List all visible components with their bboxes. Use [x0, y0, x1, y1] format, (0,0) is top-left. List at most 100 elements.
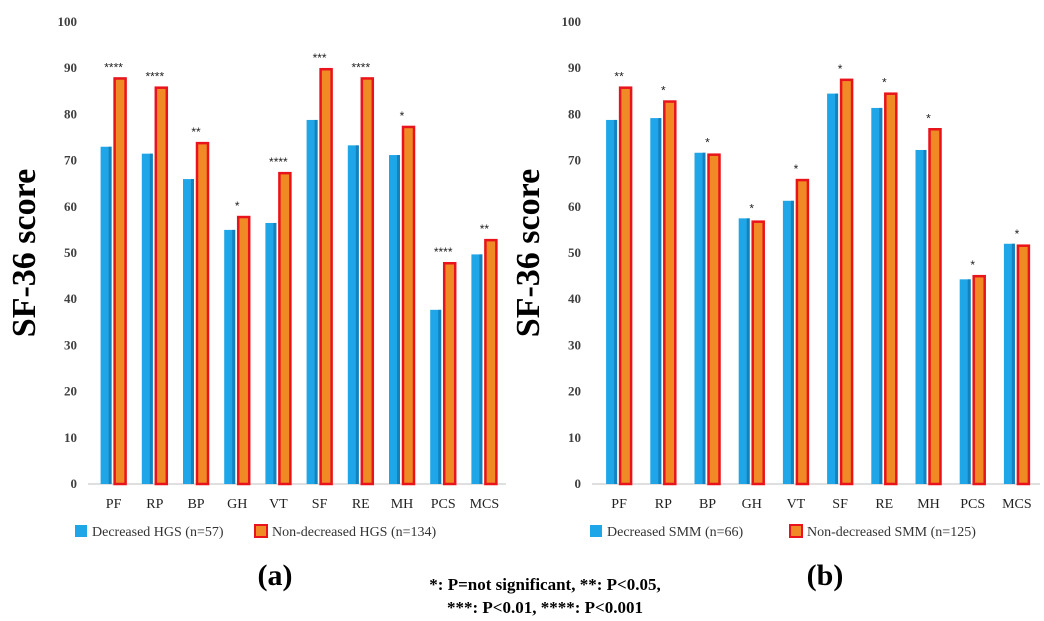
bar-series-1	[183, 179, 194, 484]
significance-label: *	[882, 76, 887, 90]
bar-series-1	[915, 149, 927, 484]
significance-label: *	[926, 111, 931, 125]
bar-series-1-shade	[879, 107, 883, 484]
bar-series-1-shade	[397, 155, 400, 484]
bar-series-1	[959, 279, 971, 484]
bar-series-1	[650, 118, 662, 484]
bar-series-1	[265, 222, 277, 484]
x-tick-label: MH	[391, 497, 414, 512]
bar-series-2	[751, 220, 765, 486]
significance-label: *	[661, 84, 666, 98]
y-tick-label: 100	[58, 14, 78, 29]
panel-label: (b)	[807, 559, 844, 592]
bar-series-1-shade	[232, 229, 236, 484]
significance-label: *	[749, 201, 754, 215]
x-tick-label: PCS	[960, 497, 985, 512]
y-tick-label: 0	[575, 476, 582, 491]
bar-series-2	[360, 77, 375, 486]
x-tick-label: GH	[742, 497, 762, 512]
bar-series-1	[738, 218, 750, 484]
x-tick-label: RE	[875, 497, 893, 512]
y-tick-label: 30	[64, 337, 77, 352]
significance-label: *	[838, 62, 843, 76]
significance-label: *	[400, 109, 405, 123]
bar-series-1	[827, 93, 839, 485]
legend-swatch	[590, 525, 602, 537]
y-tick-label: 50	[568, 245, 581, 260]
bar-series-1-shade	[273, 222, 277, 484]
bar-series-1-shade	[149, 153, 153, 485]
bar-series-2	[839, 78, 854, 486]
x-tick-label: PF	[106, 497, 122, 512]
bar-series-2	[319, 67, 333, 486]
x-tick-label: VT	[269, 497, 288, 512]
y-tick-label: 40	[64, 291, 77, 306]
bar-series-2	[113, 77, 127, 486]
bar-series-2	[442, 261, 457, 486]
significance-label: **	[480, 222, 490, 236]
y-tick-label: 0	[71, 476, 78, 491]
bar-series-2	[884, 92, 898, 486]
bar-series-1-shade	[614, 119, 618, 484]
legend-label: Decreased SMM (n=66)	[607, 525, 744, 540]
bar-series-1-shade	[314, 119, 318, 484]
bar-series-1-shade	[438, 309, 442, 484]
y-tick-label: 60	[568, 199, 581, 214]
bar-series-1-shade	[835, 93, 839, 485]
bar-series-1	[141, 153, 153, 485]
bar-series-2	[707, 153, 721, 486]
bar-series-1-shade	[746, 218, 750, 484]
x-tick-label: VT	[787, 497, 806, 512]
significance-label: **	[191, 125, 201, 139]
bar-series-2	[195, 141, 210, 486]
y-tick-label: 50	[64, 245, 77, 260]
y-axis-label: SF-36 score	[6, 169, 43, 337]
y-tick-label: 90	[64, 60, 77, 75]
bar-series-1	[871, 107, 883, 484]
legend-swatch	[789, 524, 803, 538]
y-axis-label: SF-36 score	[510, 169, 547, 337]
significance-label: *	[1015, 227, 1020, 241]
x-tick-label: MCS	[1002, 497, 1032, 512]
y-tick-label: 70	[568, 153, 581, 168]
bar-series-2	[618, 86, 633, 486]
bar-series-2	[795, 178, 810, 486]
legend-label: Decreased HGS (n=57)	[92, 525, 224, 540]
bar-series-1	[471, 254, 483, 484]
legend-swatch	[75, 525, 87, 537]
bar-series-1-shade	[658, 118, 662, 484]
x-tick-label: MCS	[470, 497, 500, 512]
significance-label: ***	[313, 51, 327, 65]
x-tick-label: BP	[699, 497, 716, 512]
legend-label: Non-decreased HGS (n=134)	[272, 525, 437, 540]
x-tick-label: SF	[312, 497, 328, 512]
bar-series-1-shade	[702, 152, 706, 484]
panel-label: (a)	[258, 559, 293, 592]
bar-series-2	[1016, 244, 1031, 486]
significance-label: ****	[269, 155, 288, 169]
significance-label: *	[235, 199, 240, 213]
y-tick-label: 10	[568, 430, 581, 445]
bar-series-2	[663, 100, 677, 486]
x-tick-label: RP	[146, 497, 163, 512]
x-tick-label: RP	[655, 497, 672, 512]
x-tick-label: RE	[352, 497, 370, 512]
x-tick-label: SF	[832, 497, 848, 512]
bar-series-1	[694, 152, 706, 484]
y-tick-label: 70	[64, 153, 77, 168]
significance-label: *	[970, 258, 975, 272]
bar-series-1	[430, 309, 442, 484]
bar-series-1	[606, 119, 618, 484]
bar-series-1-shade	[479, 254, 483, 484]
footnote-line-1: *: P=not significant, **: P<0.05,	[429, 575, 660, 594]
x-tick-label: PF	[611, 497, 627, 512]
y-tick-label: 10	[64, 430, 77, 445]
y-tick-label: 40	[568, 291, 581, 306]
y-tick-label: 80	[568, 106, 581, 121]
bar-series-2	[154, 86, 169, 486]
significance-label: ****	[104, 60, 123, 74]
bar-series-2	[972, 274, 986, 486]
